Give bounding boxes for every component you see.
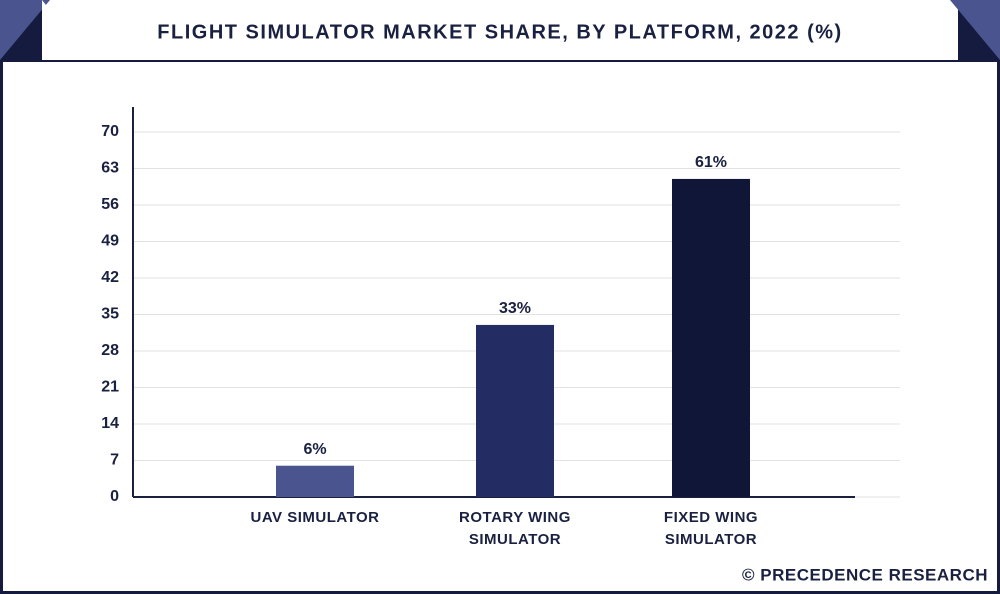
y-tick-label: 14 [101, 415, 119, 432]
x-tick-label: FIXED WING SIMULATOR [663, 509, 759, 548]
bar [476, 324, 554, 497]
y-tick-label: 70 [101, 123, 119, 140]
header-panel [42, 0, 958, 60]
y-tick-label: 0 [110, 488, 119, 505]
y-tick-label: 42 [101, 269, 119, 286]
chart-title: FLIGHT SIMULATOR MARKET SHARE, BY PLATFO… [157, 21, 842, 43]
y-tick-label: 63 [101, 160, 119, 177]
value-label: 33% [499, 300, 531, 317]
y-tick-label: 21 [101, 379, 119, 396]
value-label: 61% [695, 154, 727, 171]
corner [950, 0, 1000, 60]
y-tick-label: 7 [110, 452, 119, 469]
value-label: 6% [303, 441, 326, 458]
corner [42, 0, 90, 60]
x-tick-label: UAV SIMULATOR [250, 509, 380, 526]
bar [276, 465, 354, 497]
bar [672, 178, 750, 497]
y-tick-label: 35 [101, 306, 119, 323]
y-tick-label: 49 [101, 233, 119, 250]
y-tick-label: 28 [101, 342, 119, 359]
y-tick-label: 56 [101, 196, 119, 213]
source: © PRECEDENCE RESEARCH [742, 565, 988, 584]
corner [0, 0, 50, 60]
x-tick-label: ROTARY WING SIMULATOR [459, 509, 571, 548]
